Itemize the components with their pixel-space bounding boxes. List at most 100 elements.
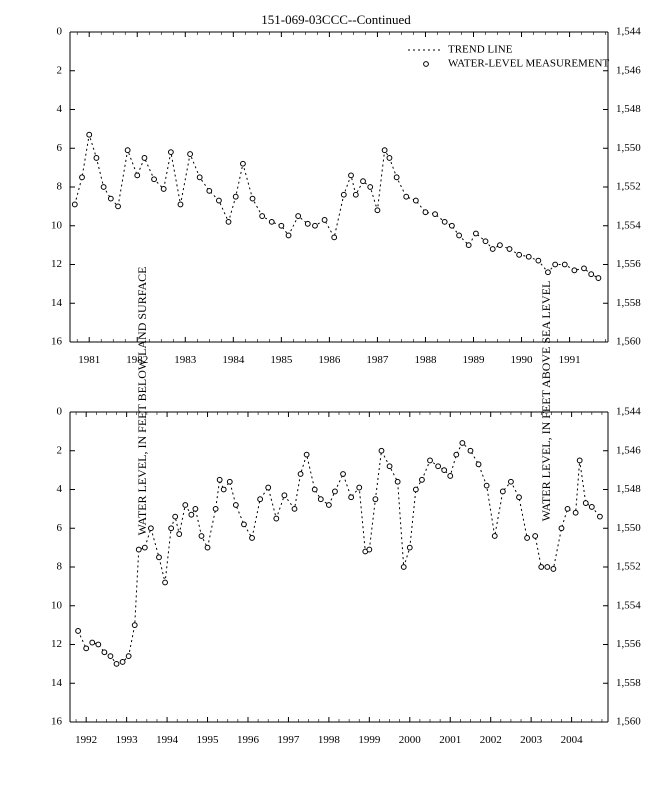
svg-text:1983: 1983	[174, 354, 197, 366]
svg-text:1992: 1992	[75, 734, 97, 746]
measurement-marker	[449, 223, 454, 228]
measurement-marker	[169, 526, 174, 531]
svg-text:1,548: 1,548	[616, 103, 641, 115]
svg-text:0: 0	[57, 26, 63, 38]
measurement-marker	[304, 452, 309, 457]
measurement-marker	[292, 506, 297, 511]
measurement-marker	[152, 177, 157, 182]
svg-text:10: 10	[51, 219, 63, 231]
measurement-marker	[442, 468, 447, 473]
measurement-marker	[233, 194, 238, 199]
measurement-marker	[213, 506, 218, 511]
measurement-marker	[490, 247, 495, 252]
svg-text:2002: 2002	[480, 734, 502, 746]
chart-panel-top: 02468101214161,5441,5461,5481,5501,5521,…	[70, 32, 608, 342]
measurement-marker	[183, 503, 188, 508]
measurement-marker	[582, 266, 587, 271]
svg-text:1990: 1990	[511, 354, 534, 366]
measurement-marker	[474, 231, 479, 236]
measurement-marker	[341, 192, 346, 197]
svg-text:12: 12	[51, 638, 62, 650]
svg-text:1994: 1994	[156, 734, 179, 746]
measurement-marker	[476, 462, 481, 467]
svg-text:4: 4	[57, 103, 63, 115]
svg-text:0: 0	[57, 406, 63, 418]
measurement-marker	[436, 464, 441, 469]
svg-text:1991: 1991	[559, 354, 581, 366]
measurement-marker	[217, 477, 222, 482]
measurement-marker	[598, 514, 603, 519]
measurement-marker	[132, 623, 137, 628]
measurement-marker	[433, 212, 438, 217]
measurement-marker	[157, 555, 162, 560]
svg-text:4: 4	[57, 483, 63, 495]
svg-text:2: 2	[57, 444, 63, 456]
measurement-marker	[589, 505, 594, 510]
measurement-marker	[188, 152, 193, 157]
svg-text:1,544: 1,544	[616, 406, 641, 418]
measurement-marker	[368, 185, 373, 190]
svg-text:1,546: 1,546	[616, 64, 641, 76]
svg-text:1997: 1997	[277, 734, 300, 746]
measurement-marker	[413, 198, 418, 203]
measurement-marker	[108, 196, 113, 201]
measurement-marker	[484, 483, 489, 488]
measurement-marker	[96, 642, 101, 647]
measurement-marker	[266, 485, 271, 490]
measurement-marker	[126, 654, 131, 659]
svg-text:1,550: 1,550	[616, 142, 641, 154]
svg-text:1,558: 1,558	[616, 677, 641, 689]
svg-text:2000: 2000	[399, 734, 422, 746]
measurement-marker	[423, 210, 428, 215]
legend-measurement-label: WATER-LEVEL MEASUREMENT	[448, 58, 609, 70]
measurement-marker	[357, 485, 362, 490]
svg-text:10: 10	[51, 599, 63, 611]
measurement-marker	[589, 272, 594, 277]
svg-text:1985: 1985	[270, 354, 293, 366]
measurement-marker	[142, 156, 147, 161]
page-title: 151-069-03CCC--Continued	[0, 12, 672, 28]
svg-text:1,558: 1,558	[616, 297, 641, 309]
measurement-marker	[442, 219, 447, 224]
svg-text:1,556: 1,556	[616, 638, 641, 650]
measurement-marker	[551, 567, 556, 572]
measurement-marker	[428, 458, 433, 463]
measurement-marker	[114, 661, 119, 666]
measurement-marker	[322, 218, 327, 223]
svg-text:1987: 1987	[366, 354, 389, 366]
measurement-marker	[332, 235, 337, 240]
svg-text:1986: 1986	[318, 354, 341, 366]
svg-text:1995: 1995	[197, 734, 220, 746]
measurement-marker	[572, 268, 577, 273]
svg-text:16: 16	[51, 336, 63, 348]
measurement-marker	[101, 185, 106, 190]
svg-text:1,560: 1,560	[616, 336, 641, 348]
svg-text:1989: 1989	[463, 354, 486, 366]
measurement-marker	[526, 254, 531, 259]
measurement-marker	[260, 214, 265, 219]
measurement-marker	[318, 497, 323, 502]
legend-trend-label: TREND LINE	[448, 44, 513, 56]
measurement-marker	[197, 175, 202, 180]
measurement-marker	[313, 223, 318, 228]
svg-text:1993: 1993	[116, 734, 139, 746]
svg-text:1,554: 1,554	[616, 219, 641, 231]
svg-text:1984: 1984	[222, 354, 245, 366]
chart-panel-bottom: 02468101214161,5441,5461,5481,5501,5521,…	[70, 412, 608, 722]
svg-text:12: 12	[51, 258, 62, 270]
measurement-marker	[207, 188, 212, 193]
svg-text:1,554: 1,554	[616, 599, 641, 611]
svg-text:1,544: 1,544	[616, 26, 641, 38]
measurement-marker	[454, 452, 459, 457]
measurement-marker	[448, 474, 453, 479]
measurement-marker	[72, 202, 77, 207]
measurement-marker	[483, 239, 488, 244]
measurement-marker	[87, 132, 92, 137]
measurement-marker	[258, 497, 263, 502]
measurement-marker	[125, 148, 130, 153]
measurement-marker	[533, 534, 538, 539]
measurement-marker	[242, 522, 247, 527]
measurement-marker	[596, 276, 601, 281]
svg-text:1,560: 1,560	[616, 716, 641, 728]
measurement-marker	[379, 448, 384, 453]
